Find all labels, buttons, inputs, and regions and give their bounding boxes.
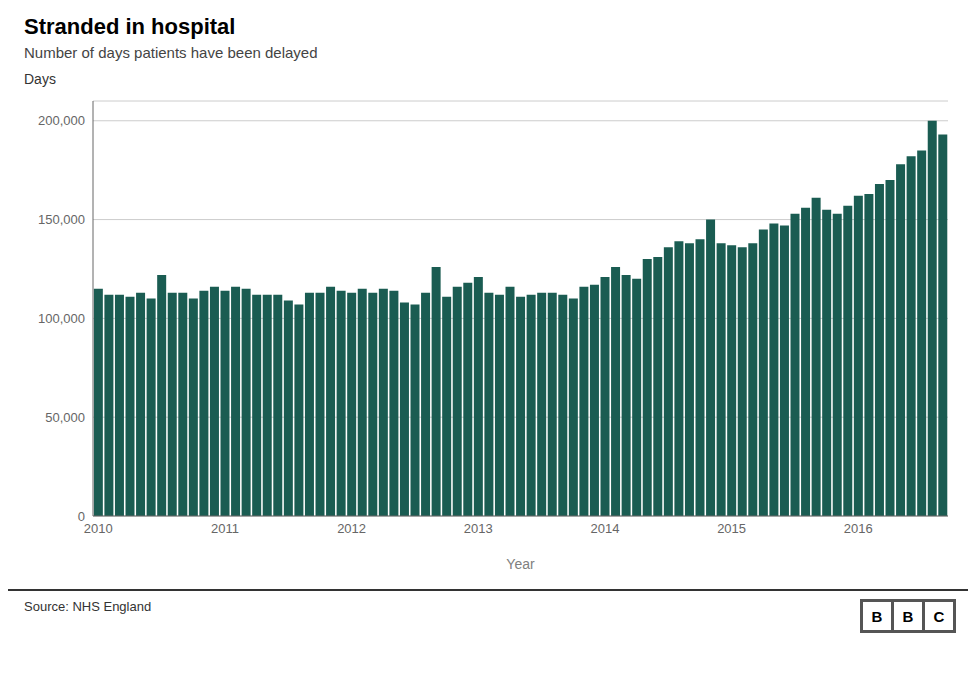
html-text:B: B — [871, 607, 883, 625]
svg-text:2014: 2014 — [590, 521, 619, 536]
svg-text:0: 0 — [78, 509, 85, 524]
svg-text:2011: 2011 — [211, 521, 239, 536]
svg-text:150,000: 150,000 — [38, 212, 85, 227]
svg-text:2016: 2016 — [844, 521, 873, 536]
html-text:Stranded in hospital: Stranded in hospital — [24, 14, 236, 39]
svg-text:2012: 2012 — [337, 521, 366, 536]
html-text:Source: NHS England: Source: NHS England — [24, 599, 152, 614]
html-text:Number of days patients have b: Number of days patients have been delaye… — [24, 44, 318, 61]
svg-text:200,000: 200,000 — [38, 113, 85, 128]
svg-text:50,000: 50,000 — [45, 410, 85, 425]
svg-text:Year: Year — [506, 556, 535, 572]
svg-text:100,000: 100,000 — [38, 311, 85, 326]
svg-text:2015: 2015 — [717, 521, 746, 536]
svg-text:2013: 2013 — [464, 521, 493, 536]
html-text:C: C — [933, 607, 945, 625]
html-text:Days: Days — [24, 71, 56, 87]
svg-text:2010: 2010 — [84, 521, 113, 536]
html-text:B: B — [902, 607, 914, 625]
